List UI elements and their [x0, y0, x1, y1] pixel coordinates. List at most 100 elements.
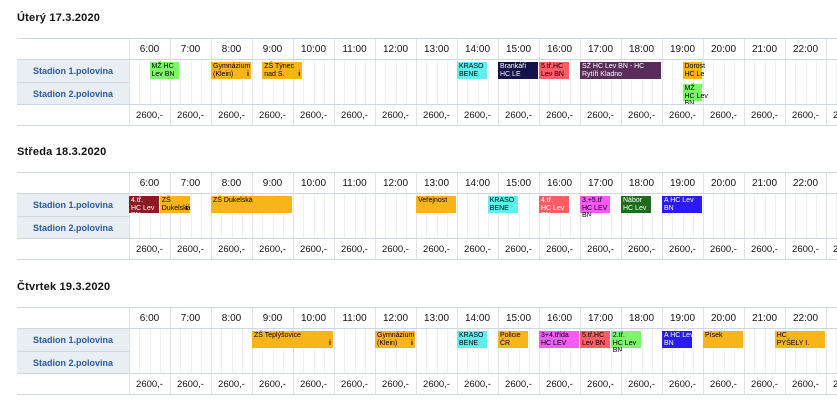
hour-label: 18:00: [628, 43, 655, 55]
grid-line: [703, 105, 704, 125]
grid-line: [785, 239, 786, 259]
booking-block[interactable]: ZŠ Dukelská i: [159, 196, 191, 213]
grid-line: [375, 308, 376, 328]
hour-header-row: 6:00 7:00 8:00 9:00 10:00 11:00 12:00 13:00 14:0…: [17, 308, 837, 329]
grid-line: [467, 194, 469, 216]
grid-line: [293, 374, 294, 394]
grid-line: [395, 351, 397, 373]
hour-label: 11:00: [342, 177, 367, 189]
hour-price: 2600,-: [792, 378, 819, 390]
grid-line: [528, 329, 530, 351]
info-icon[interactable]: i: [247, 70, 249, 78]
hour-price: 2600,-: [382, 109, 409, 121]
hour-label: 23:: [826, 39, 837, 59]
hour-label: 9:00: [262, 43, 283, 55]
booking-block[interactable]: KRASO BENE: [457, 62, 487, 79]
booking-block[interactable]: Brankáři HC LE: [498, 62, 538, 79]
grid-line: [621, 82, 622, 104]
grid-line: [672, 216, 674, 238]
grid-line: [815, 60, 817, 82]
info-icon[interactable]: i: [298, 70, 301, 78]
hour-price: 2600,-: [628, 378, 655, 390]
grid-line: [539, 308, 540, 328]
booking-block[interactable]: Policie ČR: [498, 331, 528, 348]
grid-line: [703, 239, 704, 259]
booking-block[interactable]: A HC Lev BN: [662, 331, 694, 348]
booking-block[interactable]: ZŠ Dukelská: [211, 196, 292, 213]
hour-label: 13:00: [423, 43, 450, 55]
grid-line: [252, 82, 253, 104]
hour-price: 2600,-: [464, 109, 491, 121]
grid-line: [282, 82, 284, 104]
grid-line: [190, 351, 192, 373]
booking-block[interactable]: 2.tř. HC Lev BN: [610, 331, 641, 354]
grid-line: [129, 173, 130, 193]
grid-line: [651, 351, 653, 373]
info-icon[interactable]: i: [185, 204, 188, 212]
grid-line: [446, 60, 448, 82]
day-grid: 6:00 7:00 8:00 9:00 10:00 11:00 12:00 13:00 14:0…: [17, 38, 837, 126]
grid-line: [426, 60, 428, 82]
booking-block[interactable]: 4.tř. HC Lev BN: [539, 196, 569, 219]
grid-line: [528, 194, 530, 216]
hour-label: 11:00: [342, 312, 367, 324]
grid-line: [313, 216, 315, 238]
hour-label: 6:00: [139, 43, 160, 55]
hour-label: 14:00: [464, 312, 491, 324]
grid-line: [231, 216, 233, 238]
booking-block[interactable]: MŽ HC Lev BN: [682, 84, 708, 107]
booking-block[interactable]: Veřejnost: [416, 196, 456, 213]
booking-block[interactable]: ZŠ Teplýšovice i: [252, 331, 333, 348]
hour-label: 18:00: [628, 177, 655, 189]
booking-block[interactable]: 3+4.třída HC LEV: [539, 331, 579, 348]
grid-line: [211, 216, 212, 238]
booking-block[interactable]: Nábor HC Lev: [621, 196, 651, 213]
hour-label: 7:00: [180, 312, 201, 324]
grid-line: [580, 239, 581, 259]
grid-line: [539, 82, 540, 104]
hour-price: 2600,-: [259, 378, 286, 390]
booking-block[interactable]: HC PYŠELY I.: [774, 331, 825, 348]
booking-block[interactable]: MŽ HC Lev BN: [149, 62, 180, 79]
grid-line: [159, 329, 161, 351]
grid-line: [170, 308, 171, 328]
info-icon[interactable]: i: [411, 339, 413, 347]
hour-price: 2600,-: [136, 378, 163, 390]
info-icon[interactable]: i: [329, 339, 331, 347]
grid-line: [549, 351, 551, 373]
grid-line: [621, 39, 622, 59]
hour-price: 2600,-: [341, 378, 368, 390]
grid-line: [641, 82, 643, 104]
hour-label: 15:00: [505, 312, 532, 324]
hour-price: 2600,-: [505, 109, 532, 121]
booking-block[interactable]: Písek: [703, 331, 743, 348]
booking-block[interactable]: KRASO BENE: [487, 196, 518, 213]
booking-block[interactable]: SŽ HC Lev BN - HC Rytíři Kladno: [580, 62, 661, 79]
booking-block[interactable]: 5.tř.HC Lev BN: [580, 331, 610, 348]
booking-block[interactable]: 5.tř.HC Lev BN: [539, 62, 569, 79]
grid-line: [313, 82, 315, 104]
grid-line: [139, 82, 141, 104]
grid-line: [200, 351, 202, 373]
grid-line: [662, 239, 663, 259]
booking-block[interactable]: A HC Lev BN: [662, 196, 702, 213]
grid-line: [282, 216, 284, 238]
grid-line: [446, 329, 448, 351]
facility-label: Stadion 2.polovina: [17, 82, 129, 105]
booking-block[interactable]: Gymnázium (Klein) i: [211, 62, 251, 79]
grid-line: [375, 39, 376, 59]
grid-line: [129, 329, 130, 351]
grid-line: [252, 173, 253, 193]
booking-block[interactable]: ZŠ Týnec nad S. i: [262, 62, 303, 79]
grid-line: [703, 351, 704, 373]
grid-line: [518, 351, 520, 373]
grid-line: [569, 60, 571, 82]
grid-line: [416, 351, 417, 373]
facility-label: Stadion 2.polovina: [17, 351, 129, 374]
booking-block[interactable]: Gymnázium (Klein) i: [375, 331, 415, 348]
booking-block[interactable]: 3.+5.tř HC LEV BN: [580, 196, 610, 219]
booking-block[interactable]: KRASO BENE: [457, 331, 487, 348]
booking-block[interactable]: 4.tř. HC Lev BN: [129, 196, 159, 219]
grid-line: [334, 60, 335, 82]
booking-block[interactable]: Dorost HC Le: [682, 62, 706, 79]
